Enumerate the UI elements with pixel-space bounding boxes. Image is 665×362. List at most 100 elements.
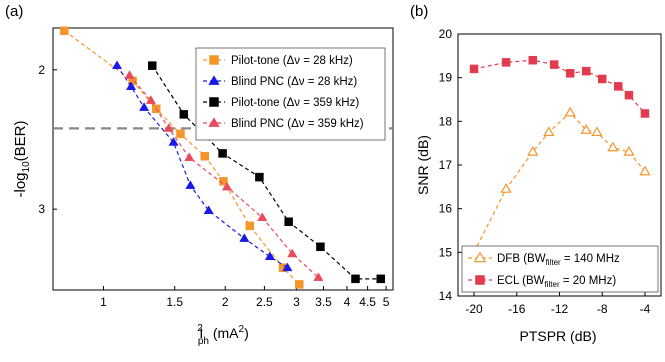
panel-a-frame bbox=[52, 27, 394, 291]
data-point bbox=[591, 126, 603, 137]
y-tick-label: 14 bbox=[439, 289, 453, 303]
data-point bbox=[295, 280, 304, 289]
data-point bbox=[527, 146, 539, 156]
data-point bbox=[184, 152, 195, 162]
data-point bbox=[163, 123, 174, 132]
data-point bbox=[264, 251, 276, 260]
x-tick-label: -20 bbox=[465, 302, 483, 316]
panel-a-xlabel: I2 ph (mA2) bbox=[197, 323, 248, 347]
data-point bbox=[255, 172, 264, 182]
data-point bbox=[313, 272, 324, 281]
legend-label: Pilot-tone (Δν = 359 kHz) bbox=[231, 97, 359, 109]
legend-marker bbox=[209, 97, 219, 107]
panel-b-ylabel: SNR (dB) bbox=[415, 135, 431, 195]
x-tick-label: 1 bbox=[100, 295, 107, 309]
data-point bbox=[200, 151, 210, 161]
series-line bbox=[473, 59, 646, 114]
panel-b-ticks: -20 -16 -12 -8 -4 14 15 16 17 18 19 20 bbox=[439, 27, 651, 316]
data-point bbox=[176, 129, 185, 139]
data-point bbox=[239, 233, 250, 242]
legend-label: ECL (BWfilter = 20 MHz) bbox=[497, 275, 616, 289]
x-tick-label: -4 bbox=[640, 302, 651, 316]
data-point bbox=[640, 109, 650, 118]
legend-label: Blind PNC (Δν = 28 kHz) bbox=[231, 76, 357, 88]
data-point bbox=[139, 102, 150, 111]
series-line bbox=[129, 75, 319, 278]
data-point bbox=[179, 110, 189, 119]
panel-b: (b) -20 -16 -12 -8 -4 14 15 16 17 18 19 20 SNR (dB)… bbox=[410, 3, 662, 344]
series-3 bbox=[124, 70, 324, 281]
data-point bbox=[185, 180, 196, 189]
data-point bbox=[500, 183, 512, 193]
y-tick-label: 18 bbox=[439, 114, 453, 128]
data-point bbox=[111, 60, 123, 70]
legend-marker bbox=[475, 275, 485, 285]
legend-label: Pilot-tone (Δν = 28 kHz) bbox=[231, 55, 353, 67]
panel-a-ticks: 1 1.5 2 2.5 3 3.5 4 4.5 5 2 3 bbox=[38, 63, 389, 309]
data-point bbox=[501, 58, 511, 67]
legend-label: DFB (BWfilter = 140 MHz bbox=[497, 253, 620, 267]
data-point bbox=[145, 95, 157, 104]
data-point bbox=[564, 106, 576, 117]
y-tick-label: 3 bbox=[38, 202, 45, 216]
panel-a-legend: Pilot-tone (Δν = 28 kHz) Blind PNC (Δν = … bbox=[195, 47, 386, 141]
data-point bbox=[287, 248, 298, 258]
x-tick-label: 2 bbox=[222, 295, 229, 309]
x-tick-label: 4 bbox=[344, 295, 351, 309]
data-point bbox=[203, 205, 214, 215]
panel-a-label: (a) bbox=[5, 3, 23, 20]
x-tick-label: 1.5 bbox=[166, 295, 183, 309]
x-tick-label: 2.5 bbox=[256, 295, 273, 309]
legend-marker bbox=[209, 55, 219, 65]
data-point bbox=[60, 26, 69, 36]
data-point bbox=[124, 70, 135, 79]
x-tick-label: 5 bbox=[383, 295, 390, 309]
data-point bbox=[614, 82, 623, 91]
x-tick-label: -12 bbox=[551, 302, 569, 316]
data-point bbox=[245, 221, 255, 231]
data-point bbox=[376, 274, 386, 284]
series-line bbox=[473, 111, 646, 253]
panel-a-legend-box bbox=[195, 47, 386, 141]
panel-b-xlabel: PTSPR (dB) bbox=[519, 328, 596, 344]
panel-b-label: (b) bbox=[410, 3, 428, 20]
legend-marker bbox=[473, 251, 487, 263]
panel-b-legend-box bbox=[461, 245, 659, 293]
y-tick-label: 19 bbox=[439, 71, 453, 85]
series-1 bbox=[469, 55, 650, 118]
data-point bbox=[549, 60, 559, 69]
x-tick-label: 3.5 bbox=[315, 295, 332, 309]
data-point bbox=[148, 61, 157, 70]
data-point bbox=[168, 137, 179, 146]
series-0 bbox=[60, 26, 304, 289]
data-point bbox=[565, 69, 575, 78]
panel-b-legend-items: DFB (BWfilter = 140 MHz ECL (BWfilter = 2… bbox=[468, 251, 620, 289]
panel-b-series bbox=[468, 55, 651, 257]
panel-a-ylabel: -log10(BER) bbox=[12, 121, 32, 198]
x-tick-label: -8 bbox=[597, 302, 608, 316]
data-point bbox=[257, 212, 268, 221]
legend-label: Blind PNC (Δν = 359 kHz) bbox=[231, 118, 364, 130]
data-point bbox=[126, 81, 137, 90]
panel-a-legend-items: Pilot-tone (Δν = 28 kHz) Blind PNC (Δν = … bbox=[203, 55, 364, 130]
data-point bbox=[639, 165, 651, 176]
data-point bbox=[623, 146, 635, 156]
data-point bbox=[351, 274, 360, 284]
series-1 bbox=[111, 60, 293, 272]
data-point bbox=[528, 55, 538, 65]
data-point bbox=[221, 181, 233, 191]
panel-b-legend: DFB (BWfilter = 140 MHz ECL (BWfilter = 2… bbox=[461, 245, 659, 293]
panel-a: (a) 1 1.5 2 2.5 3 3.5 4 4.5 5 2 3 -log10(BER) I2 ph… bbox=[5, 3, 394, 347]
data-point bbox=[284, 217, 293, 226]
x-tick-label: 4.5 bbox=[359, 295, 376, 309]
data-point bbox=[580, 124, 592, 134]
series-2 bbox=[148, 61, 386, 284]
legend-marker bbox=[208, 75, 220, 85]
panel-a-series bbox=[60, 26, 386, 289]
data-point bbox=[624, 90, 634, 100]
y-tick-label: 15 bbox=[439, 245, 453, 259]
data-point bbox=[543, 126, 555, 137]
y-tick-label: 16 bbox=[439, 202, 453, 216]
legend-marker bbox=[208, 117, 220, 127]
